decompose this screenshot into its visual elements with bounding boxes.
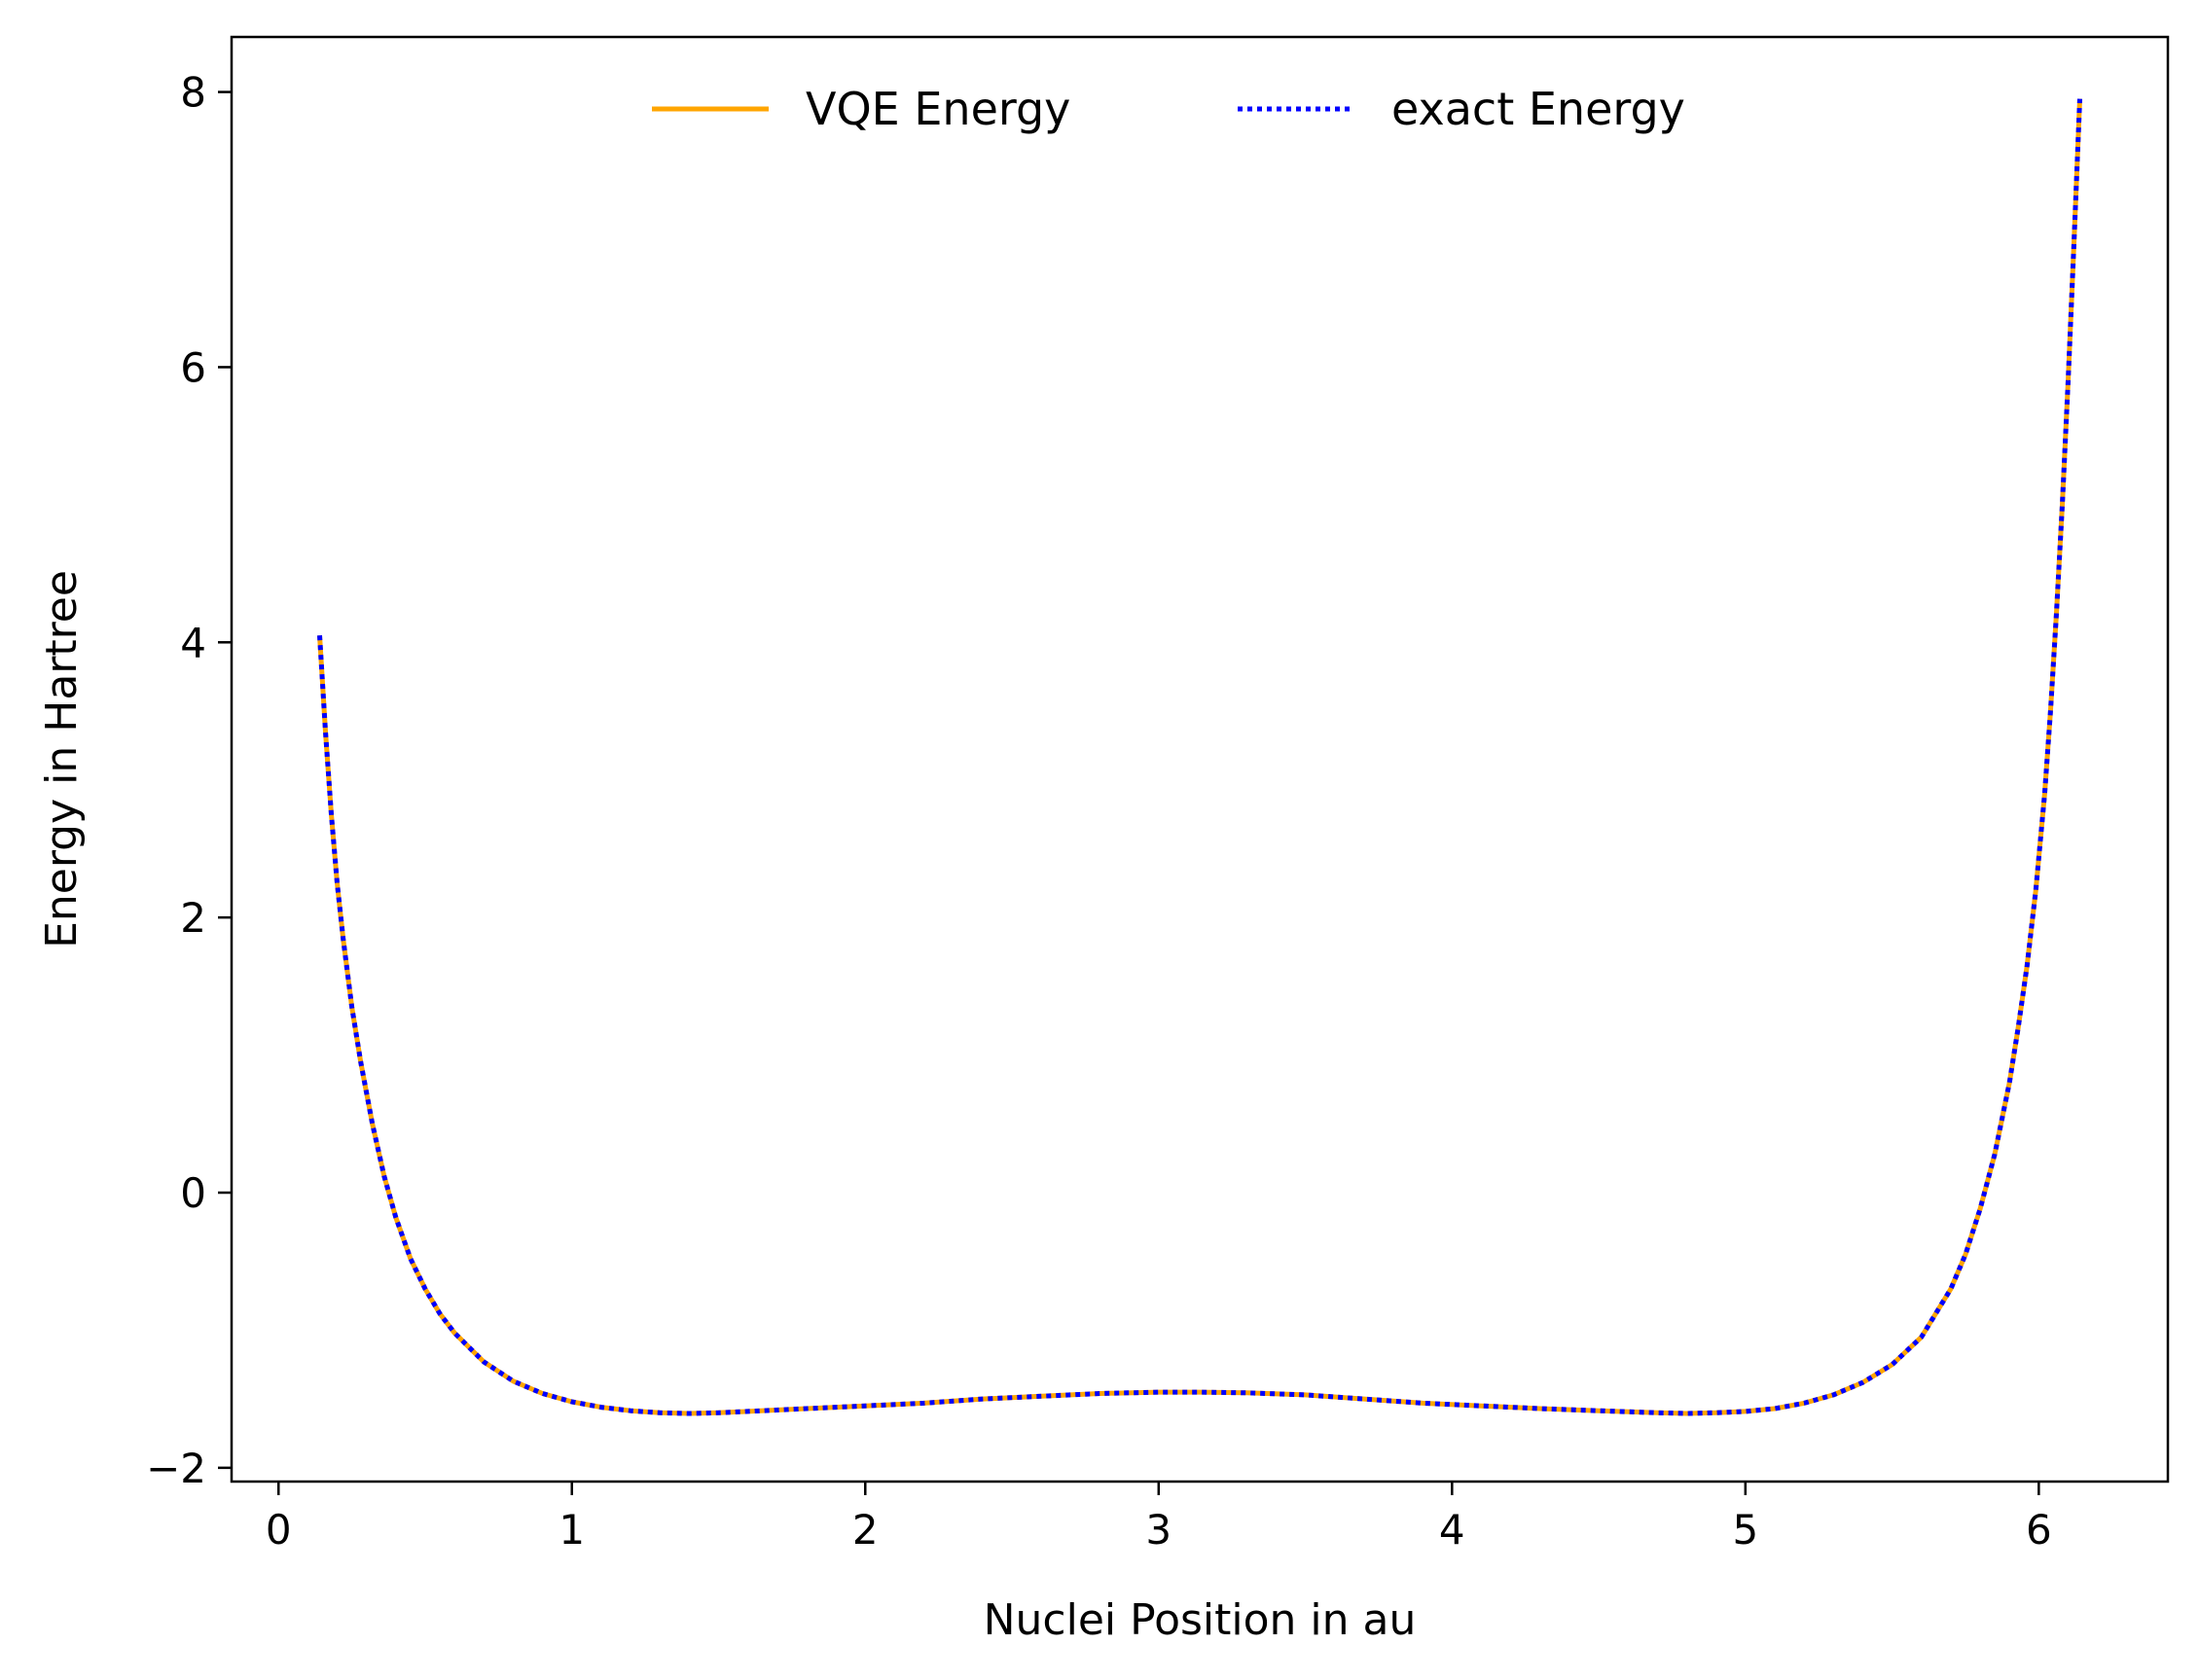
x-axis-label: Nuclei Position in au bbox=[984, 1595, 1417, 1645]
legend: VQE Energy exact Energy bbox=[652, 83, 1685, 135]
y-tick-label: 0 bbox=[180, 1169, 206, 1217]
x-tick-label: 0 bbox=[266, 1506, 292, 1554]
y-ticks: −2 0 2 4 6 8 bbox=[146, 69, 232, 1492]
y-tick-label: −2 bbox=[146, 1445, 206, 1492]
x-tick-label: 3 bbox=[1145, 1506, 1172, 1554]
x-tick-label: 4 bbox=[1439, 1506, 1465, 1554]
x-tick-label: 1 bbox=[559, 1506, 585, 1554]
y-tick-label: 2 bbox=[180, 894, 206, 942]
legend-label-vqe-energy: VQE Energy bbox=[806, 83, 1070, 135]
series-line-exact-energy bbox=[317, 98, 2082, 1416]
y-tick-label: 6 bbox=[180, 343, 206, 391]
y-axis-label: Energy in Hartree bbox=[37, 570, 87, 948]
y-tick-label: 8 bbox=[180, 69, 206, 117]
series-layer bbox=[317, 98, 2082, 1416]
y-tick-label: 4 bbox=[180, 619, 206, 666]
x-ticks: 0 1 2 3 4 5 6 bbox=[266, 1482, 2052, 1554]
x-tick-label: 2 bbox=[852, 1506, 879, 1554]
legend-label-exact-energy: exact Energy bbox=[1391, 83, 1685, 135]
x-tick-label: 6 bbox=[2026, 1506, 2052, 1554]
axes-frame bbox=[230, 35, 2170, 1483]
x-tick-label: 5 bbox=[1732, 1506, 1758, 1554]
